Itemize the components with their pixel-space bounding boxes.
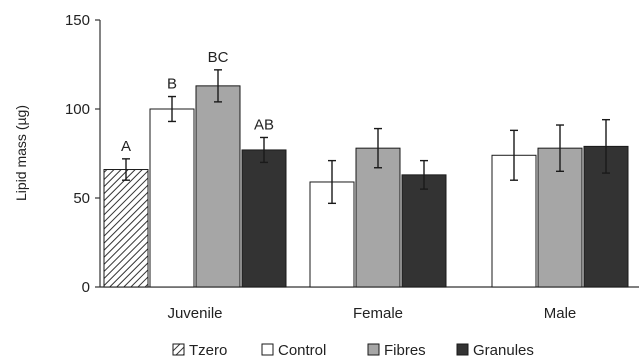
bar-control-juvenile [149, 108, 195, 288]
bar-granules-female [401, 174, 447, 288]
legend-swatch-control [261, 343, 274, 356]
significance-label: A [121, 138, 131, 155]
y-tick-label: 50 [73, 190, 90, 207]
legend-label-fibres: Fibres [384, 342, 426, 359]
bar-fibres-juvenile [195, 85, 241, 288]
significance-label: B [167, 76, 177, 93]
significance-label: BC [208, 49, 229, 66]
y-tick-label: 150 [65, 12, 90, 29]
legend-label-granules: Granules [473, 342, 534, 359]
y-axis-title: Lipid mass (µg) [13, 105, 29, 201]
legend-swatch-granules [456, 343, 469, 356]
bar-tzero-juvenile [103, 169, 149, 288]
x-category-label: Female [353, 305, 403, 322]
significance-label: AB [254, 116, 274, 133]
bar-fibres-female [355, 147, 401, 288]
y-tick-label: 0 [82, 279, 90, 296]
legend-label-control: Control [278, 342, 326, 359]
y-tick-label: 100 [65, 101, 90, 118]
legend-label-tzero: Tzero [189, 342, 227, 359]
x-category-label: Male [544, 305, 577, 322]
x-category-label: Juvenile [167, 305, 222, 322]
legend: Tzero Control Fibres Granules [172, 342, 534, 359]
bar-granules-juvenile [241, 149, 287, 288]
legend-swatch-fibres [367, 343, 380, 356]
legend-swatch-tzero [172, 343, 185, 356]
